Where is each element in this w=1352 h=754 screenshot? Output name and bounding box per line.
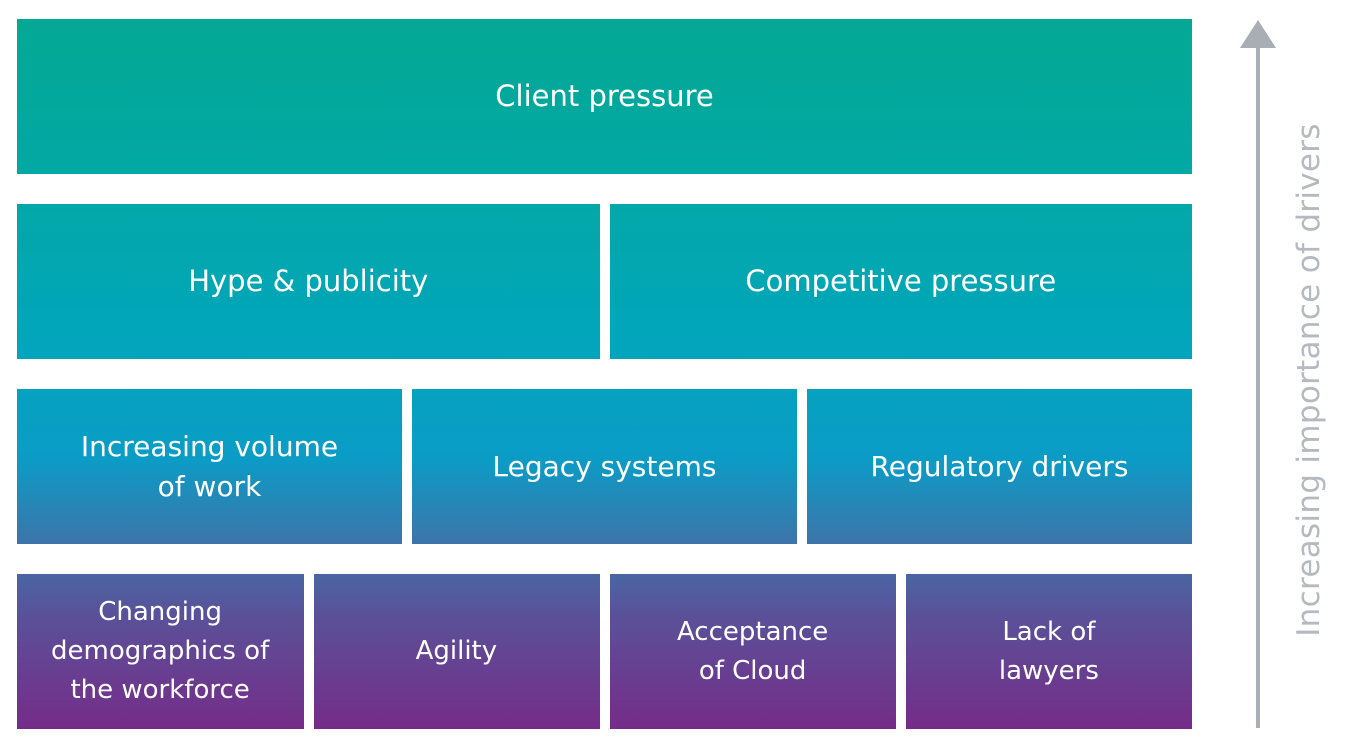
block-separator [896,574,906,729]
pyramid-row-4: Changing demographics of the workforce A… [17,574,1192,729]
arrow-head [1240,20,1276,48]
block-label: Lack of lawyers [998,616,1099,686]
row-separator [17,359,1192,389]
block-label: Agility [415,636,498,666]
block-competitive-pressure: Competitive pressure [610,204,1193,359]
row-separator [17,544,1192,574]
block-separator [600,204,610,359]
block-legacy-systems: Legacy systems [412,389,797,544]
pyramid-row-2: Hype & publicity Competitive pressure [17,204,1192,359]
axis-label-text: Increasing importance of drivers [1291,123,1327,637]
block-label: Legacy systems [492,449,717,483]
block-label: Acceptance of Cloud [676,616,829,686]
pyramid-row-3: Increasing volume of work Legacy systems… [17,389,1192,544]
axis-label: Increasing importance of drivers [1289,123,1329,637]
block-increasing-volume: Increasing volume of work [17,389,402,544]
block-client-pressure: Client pressure [17,19,1192,174]
block-separator [797,389,807,544]
block-label: Regulatory drivers [870,449,1129,483]
block-separator [600,574,610,729]
importance-arrow-icon [1240,20,1276,728]
block-hype-publicity: Hype & publicity [17,204,600,359]
block-changing-demographics: Changing demographics of the workforce [17,574,303,729]
block-separator [402,389,412,544]
block-separator [304,574,314,729]
block-label: Changing demographics of the workforce [51,597,270,705]
block-agility: Agility [313,574,599,729]
block-lack-of-lawyers: Lack of lawyers [906,574,1192,729]
block-regulatory-drivers: Regulatory drivers [807,389,1192,544]
row-separator [17,174,1192,204]
pyramid-row-1: Client pressure [17,19,1192,174]
block-label: Increasing volume of work [80,430,339,503]
block-label: Hype & publicity [188,263,429,298]
block-label: Competitive pressure [745,263,1057,298]
block-label: Client pressure [495,78,714,113]
drivers-pyramid: Client pressure Hype & publicity Competi… [17,19,1192,729]
block-acceptance-cloud: Acceptance of Cloud [610,574,896,729]
